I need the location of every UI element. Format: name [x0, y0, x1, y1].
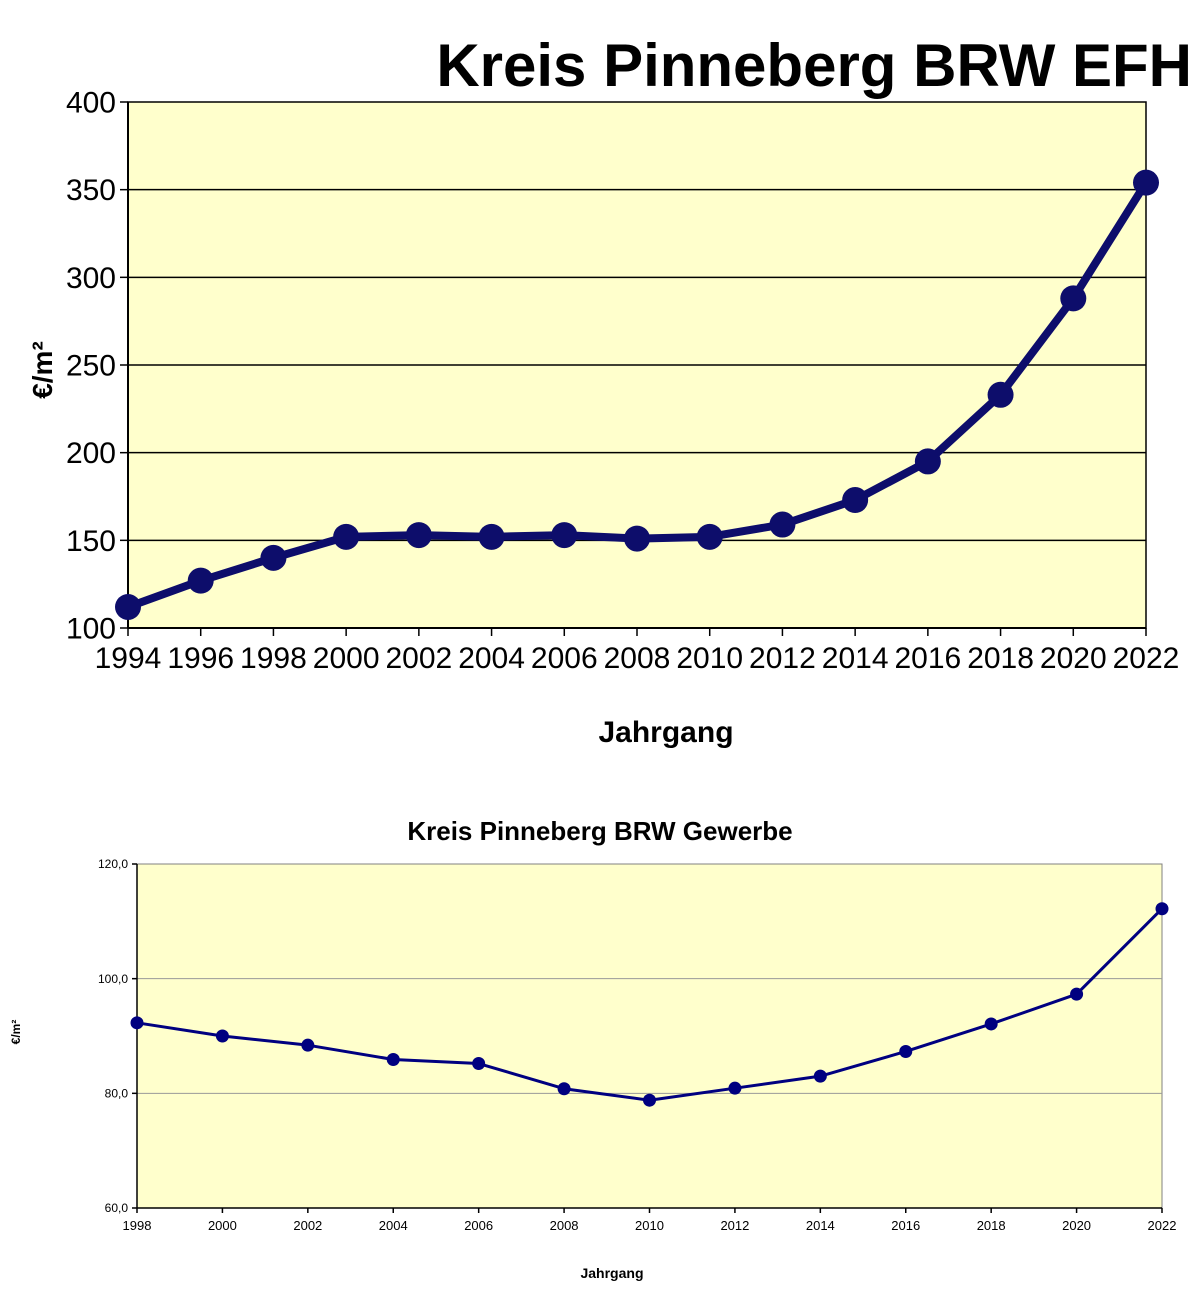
- x-tick-label: 2008: [604, 642, 671, 675]
- efh-chart: Kreis Pinneberg BRW EFH 100 150 200 250 300 3…: [27, 32, 1192, 749]
- y-tick-label: 200: [66, 437, 116, 470]
- data-point: [1155, 902, 1169, 916]
- data-point: [1133, 169, 1159, 196]
- y-tick-label: 60,0: [105, 1201, 129, 1215]
- data-point: [842, 487, 869, 514]
- x-tick-label: 2014: [806, 1218, 835, 1233]
- x-tick-label: 2022: [1113, 642, 1180, 675]
- x-tick-label: 1994: [95, 642, 162, 675]
- x-axis-label: Jahrgang: [598, 716, 733, 749]
- data-point: [987, 381, 1014, 408]
- x-tick-label: 2012: [749, 642, 816, 675]
- x-tick-label: 2022: [1148, 1218, 1177, 1233]
- x-tick-label: 1996: [167, 642, 234, 675]
- x-tick-label: 2020: [1040, 642, 1107, 675]
- data-point: [333, 523, 360, 550]
- data-point: [813, 1069, 827, 1083]
- data-point: [301, 1038, 315, 1052]
- x-tick-label: 2020: [1062, 1218, 1091, 1233]
- data-point: [478, 523, 505, 550]
- y-tick-label: 350: [66, 174, 116, 207]
- y-tick-label: 120,0: [98, 857, 128, 871]
- y-tick-label: 300: [66, 262, 116, 295]
- y-tick-label: 100: [66, 613, 116, 646]
- x-tick-label: 2010: [676, 642, 743, 675]
- y-axis-label: €/m²: [9, 1020, 23, 1045]
- y-tick-label: 100,0: [98, 972, 128, 986]
- data-point: [260, 544, 287, 571]
- x-tick-label: 2016: [891, 1218, 920, 1233]
- data-point: [914, 448, 941, 475]
- x-tick-label: 2012: [720, 1218, 749, 1233]
- x-tick-label: 2010: [635, 1218, 664, 1233]
- x-tick-label: 2004: [379, 1218, 408, 1233]
- x-tick-label: 2018: [967, 642, 1034, 675]
- x-tick-label: 2000: [208, 1218, 237, 1233]
- x-tick-label: 1998: [240, 642, 307, 675]
- data-point: [557, 1082, 571, 1096]
- x-tick-label: 1998: [123, 1218, 152, 1233]
- data-point: [696, 523, 723, 550]
- plot-area: [136, 863, 1163, 1209]
- data-point: [624, 525, 650, 552]
- x-tick-label: 2002: [385, 642, 452, 675]
- x-tick-label: 2016: [894, 642, 961, 675]
- data-point: [1070, 987, 1084, 1001]
- data-point: [472, 1057, 486, 1071]
- x-tick-label: 2002: [293, 1218, 322, 1233]
- data-point: [899, 1044, 913, 1058]
- data-point: [728, 1081, 742, 1095]
- data-point: [130, 1016, 144, 1030]
- x-tick-label: 2006: [464, 1218, 493, 1233]
- data-point: [405, 522, 432, 549]
- data-point: [551, 522, 578, 549]
- chart-title: Kreis Pinneberg BRW EFH: [436, 32, 1192, 99]
- data-point: [187, 567, 214, 594]
- y-tick-label: 400: [66, 87, 116, 120]
- x-tick-label: 2000: [313, 642, 380, 675]
- data-point: [769, 511, 796, 538]
- x-tick-label: 2018: [977, 1218, 1006, 1233]
- data-point: [215, 1029, 229, 1043]
- x-tick-label: 2008: [550, 1218, 579, 1233]
- data-point: [984, 1017, 998, 1031]
- x-tick-label: 2014: [822, 642, 889, 675]
- y-tick-label: 250: [66, 350, 116, 383]
- data-point: [1060, 285, 1087, 312]
- y-axis-label: €/m²: [27, 341, 58, 399]
- data-point: [115, 593, 141, 620]
- y-tick-label: 80,0: [105, 1087, 129, 1101]
- x-tick-label: 2006: [531, 642, 598, 675]
- data-point: [386, 1053, 400, 1067]
- x-axis-label: Jahrgang: [580, 1265, 643, 1281]
- data-point: [643, 1093, 656, 1107]
- x-tick-label: 2004: [458, 642, 525, 675]
- chart-title: Kreis Pinneberg BRW Gewerbe: [407, 816, 792, 846]
- y-tick-label: 150: [66, 525, 116, 558]
